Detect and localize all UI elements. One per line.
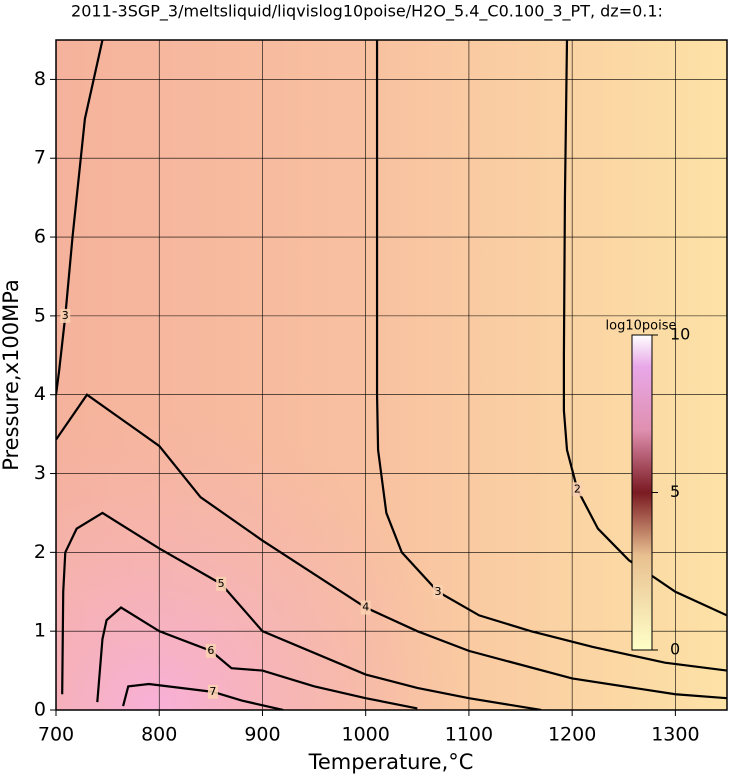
x-tick-label: 900	[244, 724, 280, 746]
contour-label-bg	[60, 308, 71, 323]
contour-line	[56, 40, 104, 395]
contour-label-bg	[572, 482, 583, 497]
x-tick-label: 800	[141, 724, 177, 746]
contour-label-bg	[205, 643, 216, 658]
x-tick-label: 1000	[342, 724, 390, 746]
y-tick-label: 5	[34, 304, 46, 326]
colorbar-label: log10poise	[606, 319, 677, 334]
contour-label: 3	[434, 585, 441, 598]
y-tick-label: 4	[34, 383, 46, 405]
x-tick-label: 1300	[651, 724, 699, 746]
y-tick-label: 3	[34, 462, 46, 484]
y-tick-label: 2	[34, 541, 46, 563]
contour-label: 3	[62, 309, 69, 322]
contour-label: 7	[209, 685, 216, 698]
y-tick-label: 7	[34, 147, 46, 169]
contour-label: 6	[207, 644, 214, 657]
x-tick-label: 1100	[445, 724, 493, 746]
contour-line	[61, 511, 542, 710]
y-tick-label: 0	[34, 699, 46, 721]
colorbar-tick-label: 0	[670, 640, 680, 659]
contour-label-bg	[360, 600, 371, 615]
plot-frame	[55, 39, 728, 711]
contour-line	[375, 40, 727, 672]
y-tick-label: 1	[34, 620, 46, 642]
contour-label-bg	[432, 584, 443, 599]
chart-title: 2011-3SGP_3/meltsliquid/liqvislog10poise…	[71, 2, 663, 22]
x-tick-label: 700	[38, 724, 74, 746]
y-tick-label: 8	[34, 68, 46, 90]
contour-line	[122, 682, 284, 710]
colorbar-tick-label: 10	[670, 325, 690, 344]
y-tick-label: 6	[34, 226, 46, 248]
background-field	[56, 40, 727, 710]
x-axis-label: Temperature,°C	[308, 750, 474, 774]
colorbar	[631, 334, 653, 651]
contour-label-bg	[207, 684, 218, 699]
contour-label: 4	[362, 601, 369, 614]
colorbar-tick-label: 5	[670, 482, 680, 501]
contour-label: 5	[218, 577, 225, 590]
contour-label-bg	[216, 576, 227, 591]
x-tick-label: 1200	[548, 724, 596, 746]
y-axis-label: Pressure,x100MPa	[0, 279, 23, 471]
contours: 2 3 3 4 5 6 7	[56, 40, 727, 710]
contour-label: 2	[574, 482, 581, 495]
